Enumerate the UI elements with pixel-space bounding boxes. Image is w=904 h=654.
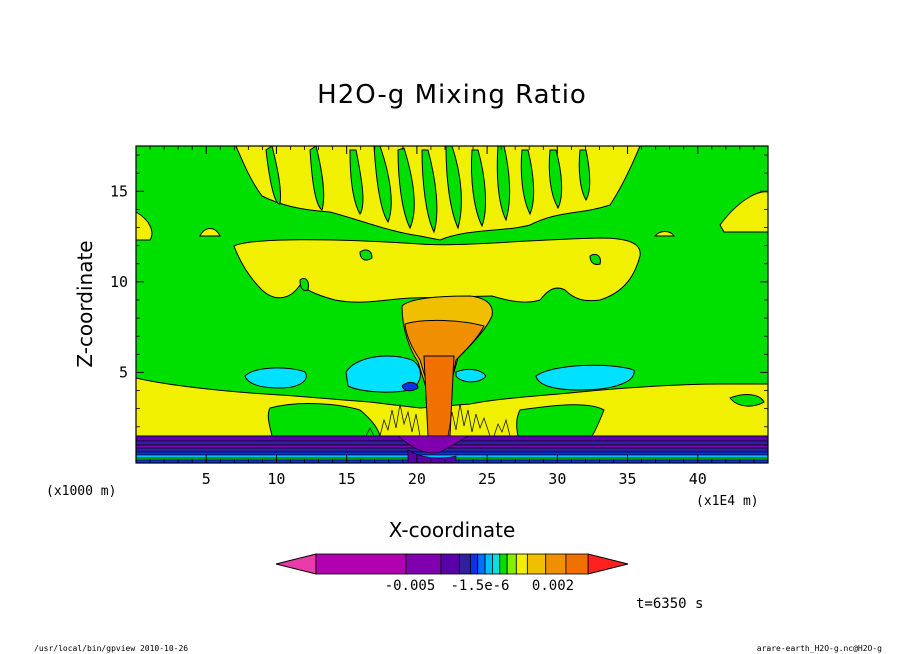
colorbar-label: -1.5e-6 bbox=[450, 578, 509, 594]
x-tick-label: 25 bbox=[478, 470, 496, 488]
colorbar-min-arrow bbox=[275, 553, 317, 575]
y-tick-label: 15 bbox=[110, 182, 128, 200]
contour-bottom-bands bbox=[135, 435, 769, 464]
contour-yellow-upper bbox=[135, 145, 769, 303]
chart-title: H2O-g Mixing Ratio bbox=[317, 80, 587, 110]
y-units-label: (x1000 m) bbox=[46, 484, 116, 499]
plot-area bbox=[135, 145, 769, 464]
x-tick-label: 40 bbox=[689, 470, 707, 488]
y-axis: 5 10 15 bbox=[110, 154, 768, 446]
y-axis-label: Z-coordinate bbox=[73, 240, 97, 367]
x-tick-label: 10 bbox=[267, 470, 285, 488]
x-axis: 5 10 15 20 25 30 35 40 bbox=[149, 146, 755, 488]
x-tick-label: 15 bbox=[338, 470, 356, 488]
colorbar-swatch bbox=[440, 553, 460, 575]
colorbar-label: 0.002 bbox=[532, 578, 574, 594]
colorbar-swatch bbox=[484, 553, 493, 575]
contour-cyan bbox=[244, 355, 635, 393]
y-tick-label: 5 bbox=[119, 363, 128, 381]
colorbar-swatch bbox=[545, 553, 567, 575]
colorbar-labels: -0.005 -1.5e-6 0.002 bbox=[385, 578, 574, 594]
colorbar bbox=[275, 553, 629, 575]
x-units-label: (x1E4 m) bbox=[696, 494, 759, 509]
colorbar-swatch bbox=[458, 553, 471, 575]
plot-frame bbox=[135, 145, 769, 464]
colorbar-swatch bbox=[315, 553, 407, 575]
colorbar-label: -0.005 bbox=[385, 578, 436, 594]
colorbar-swatch bbox=[515, 553, 528, 575]
colorbar-swatch bbox=[405, 553, 442, 575]
colorbar-swatch bbox=[526, 553, 547, 575]
time-annotation: t=6350 s bbox=[636, 596, 703, 612]
colorbar-swatch bbox=[565, 553, 589, 575]
contour-blue-spot bbox=[401, 381, 419, 392]
contour-green-lower bbox=[267, 394, 765, 437]
x-tick-label: 5 bbox=[202, 470, 211, 488]
contour-green-stripes bbox=[265, 145, 601, 291]
x-axis-label: X-coordinate bbox=[389, 518, 516, 542]
colorbar-swatch bbox=[492, 553, 501, 575]
contour-plume bbox=[401, 295, 493, 437]
contour-turbulence bbox=[365, 403, 511, 437]
x-tick-label: 30 bbox=[548, 470, 566, 488]
colorbar-swatch bbox=[506, 553, 517, 575]
y-tick-label: 10 bbox=[110, 273, 128, 291]
x-tick-label: 35 bbox=[619, 470, 637, 488]
colorbar-swatch bbox=[499, 553, 508, 575]
footer-left: /usr/local/bin/gpview 2010-10-26 bbox=[34, 644, 188, 653]
colorbar-max-arrow bbox=[587, 553, 629, 575]
x-tick-label: 20 bbox=[408, 470, 426, 488]
footer-right: arare-earth_H2O-g.nc@H2O-g bbox=[757, 644, 882, 653]
colorbar-swatch bbox=[477, 553, 486, 575]
colorbar-swatch bbox=[469, 553, 479, 575]
